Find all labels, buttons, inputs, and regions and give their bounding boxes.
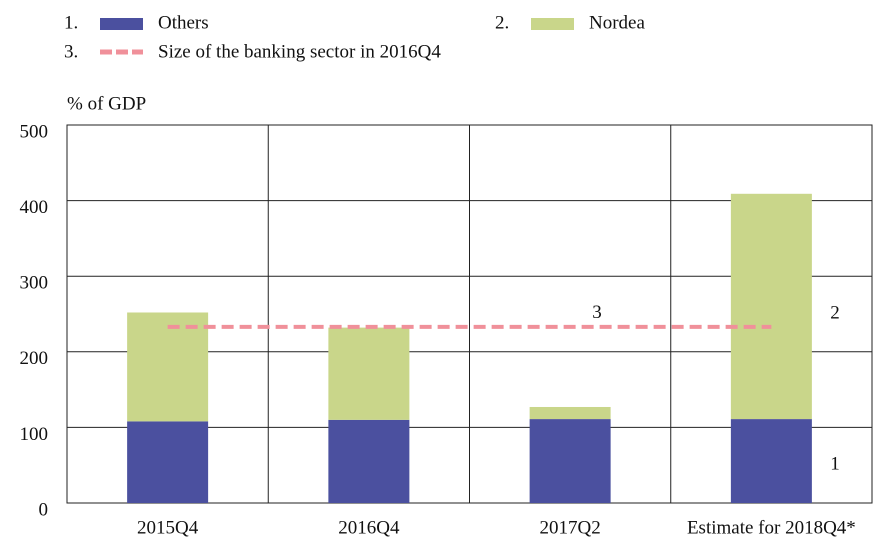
- bar-segment: [127, 312, 209, 422]
- bar-segment: [328, 419, 410, 503]
- legend-number: 2.: [495, 12, 509, 33]
- bar-segment: [328, 327, 410, 420]
- y-axis-label: % of GDP: [67, 93, 146, 114]
- annotation: 1: [830, 453, 840, 474]
- x-tick-label: 2017Q2: [540, 517, 601, 538]
- legend-label: Others: [158, 12, 209, 33]
- annotation: 2: [830, 302, 840, 323]
- y-tick-label: 200: [20, 348, 49, 369]
- y-tick-label: 100: [20, 424, 49, 445]
- y-tick-label: 500: [20, 121, 49, 142]
- legend-label: Size of the banking sector in 2016Q4: [158, 41, 441, 62]
- legend-label: Nordea: [589, 12, 645, 33]
- x-tick-label: 2015Q4: [137, 517, 199, 538]
- legend-swatch: [100, 18, 143, 30]
- x-tick-label: 2016Q4: [338, 517, 400, 538]
- y-tick-label: 400: [20, 197, 49, 218]
- bar-segment: [529, 419, 611, 503]
- bar-segment: [529, 406, 611, 420]
- bar-segment: [730, 419, 812, 503]
- legend-number: 3.: [64, 41, 78, 62]
- y-tick-label: 0: [39, 499, 49, 520]
- x-tick-label: Estimate for 2018Q4*: [687, 517, 856, 538]
- annotation: 3: [592, 302, 602, 323]
- bar-segment: [127, 421, 209, 503]
- legend-number: 1.: [64, 12, 78, 33]
- bar-segment: [730, 193, 812, 420]
- plot-frame: [66, 124, 873, 504]
- y-tick-label: 300: [20, 273, 49, 294]
- legend-swatch: [531, 18, 574, 30]
